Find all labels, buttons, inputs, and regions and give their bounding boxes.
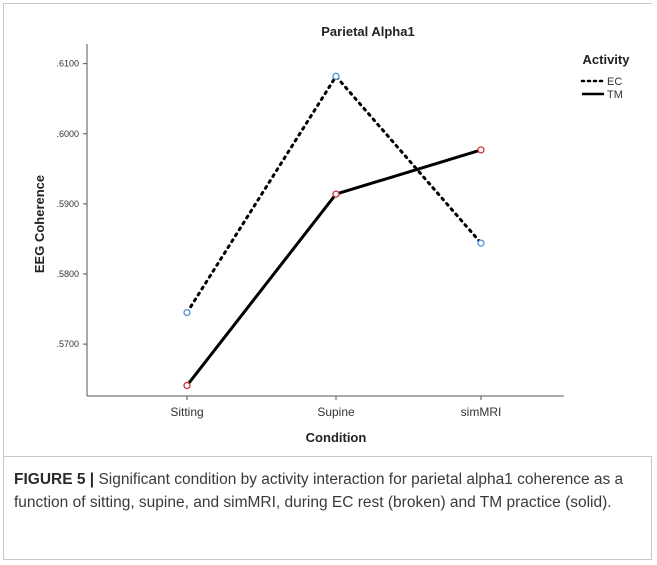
x-tick-label: Sitting: [170, 405, 203, 419]
y-tick-label: .5900: [56, 199, 79, 209]
caption-separator: |: [89, 471, 95, 488]
data-point-tm: [183, 381, 191, 390]
y-tick-label: .5700: [56, 339, 79, 349]
y-tick-label: .6100: [56, 59, 79, 69]
figure-caption: FIGURE 5 | Significant condition by acti…: [14, 468, 644, 514]
x-tick-label: Supine: [317, 405, 355, 419]
y-tick-label: .5800: [56, 269, 79, 279]
legend-label-tm: TM: [607, 89, 623, 101]
series-markers: [183, 72, 485, 390]
y-tick-labels: .5700 .5800 .5900 .6000 .6100: [56, 59, 87, 349]
legend-title: Activity: [583, 52, 631, 67]
x-tick-labels: Sitting Supine simMRI: [170, 396, 501, 419]
caption-label: FIGURE 5: [14, 471, 86, 488]
data-point-ec: [332, 72, 340, 80]
x-tick-label: simMRI: [461, 405, 502, 419]
series-line-tm: [185, 148, 482, 387]
y-tick-label: .6000: [56, 129, 79, 139]
chart-panel: Parietal Alpha1 .5700 .5800 .5900 .6000 .610…: [4, 4, 652, 457]
data-point-ec: [477, 239, 485, 247]
series-lines: [185, 73, 483, 387]
legend-label-ec: EC: [607, 76, 622, 88]
caption-text: Significant condition by activity intera…: [14, 471, 624, 511]
data-point-ec: [183, 308, 191, 317]
y-axis-label: EEG Coherence: [32, 175, 47, 273]
axes: [86, 44, 564, 397]
x-axis-label: Condition: [306, 430, 367, 445]
line-chart: Parietal Alpha1 .5700 .5800 .5900 .6000 .610…: [32, 24, 631, 445]
data-point-tm: [477, 146, 485, 154]
chart-title: Parietal Alpha1: [321, 24, 414, 39]
data-point-tm: [332, 190, 340, 198]
